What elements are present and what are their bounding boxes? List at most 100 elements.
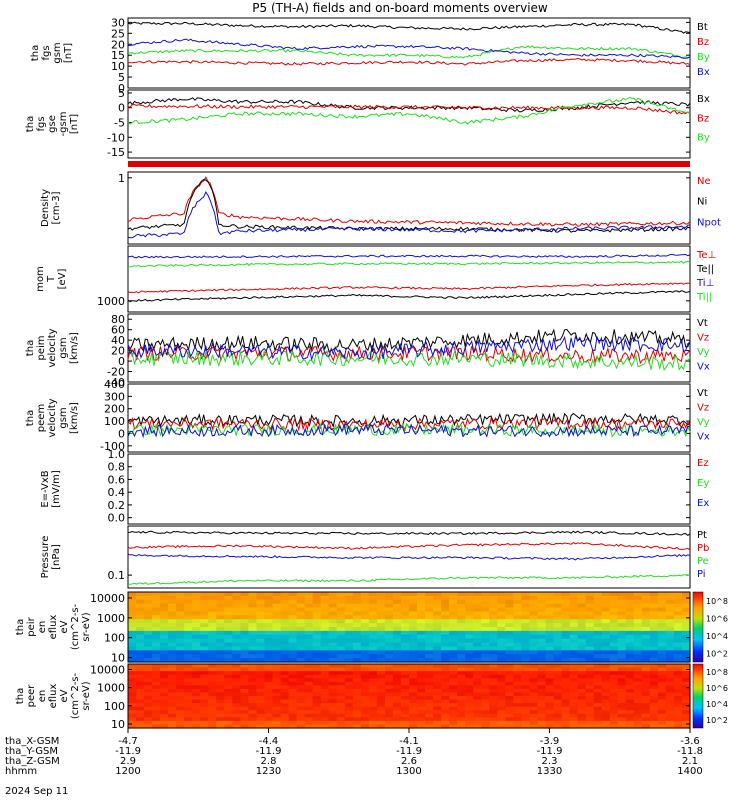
- heatmap-cell: [641, 611, 651, 616]
- heatmap-cell: [296, 646, 306, 651]
- heatmap-cell: [200, 595, 209, 601]
- heatmap-cell: [561, 607, 571, 613]
- heatmap-cell: [585, 667, 595, 672]
- heatmap-cell: [617, 717, 627, 722]
- heatmap-cell: [449, 720, 458, 726]
- heatmap-cell: [160, 646, 169, 651]
- heatmap-cell: [657, 654, 667, 659]
- heatmap-cell: [216, 634, 225, 640]
- heatmap-cell: [681, 630, 691, 636]
- heatmap-cell: [168, 667, 177, 672]
- heatmap-cell: [392, 674, 402, 679]
- heatmap-cell: [545, 615, 555, 620]
- heatmap-cell: [296, 623, 306, 628]
- heatmap-cell: [224, 595, 233, 601]
- heatmap-cell: [497, 638, 506, 644]
- heatmap-cell: [128, 720, 137, 726]
- heatmap-cell: [240, 607, 250, 613]
- heatmap-cell: [665, 703, 675, 708]
- heatmap-cell: [489, 681, 498, 686]
- heatmap-cell: [441, 699, 450, 704]
- heatmap-cell: [152, 642, 161, 648]
- heatmap-cell: [641, 671, 651, 676]
- heatmap-cell: [400, 664, 410, 669]
- legend-label: By: [697, 52, 710, 63]
- heatmap-cell: [248, 615, 258, 620]
- heatmap-cell: [577, 688, 587, 694]
- heatmap-cell: [681, 592, 691, 597]
- heatmap-cell: [449, 699, 458, 704]
- heatmap-cell: [417, 619, 426, 624]
- y-axis-label: gsm: [58, 407, 69, 428]
- heatmap-cell: [649, 658, 659, 663]
- heatmap-cell: [513, 599, 522, 605]
- heatmap-cell: [529, 627, 539, 632]
- heatmap-cell: [296, 595, 306, 601]
- panel-frame: [127, 245, 691, 313]
- heatmap-cell: [465, 699, 474, 704]
- heatmap-cell: [409, 696, 418, 701]
- heatmap-cell: [232, 619, 241, 624]
- heatmap-cell: [681, 717, 691, 722]
- heatmap-cell: [641, 713, 651, 718]
- heatmap-cell: [545, 671, 555, 676]
- y-tick-label: 1000: [97, 295, 125, 308]
- heatmap-cell: [449, 703, 458, 708]
- heatmap-cell: [657, 627, 667, 632]
- heatmap-cell: [449, 615, 458, 620]
- heatmap-cell: [168, 634, 177, 640]
- heatmap-cell: [441, 595, 450, 601]
- heatmap-cell: [473, 611, 482, 616]
- heatmap-cell: [529, 638, 539, 644]
- heatmap-cell: [465, 671, 474, 676]
- heatmap-cell: [272, 634, 282, 640]
- heatmap-cell: [232, 699, 241, 704]
- x-tick-label: -11.9: [256, 746, 282, 757]
- heatmap-cell: [545, 706, 555, 711]
- heatmap-cell: [521, 699, 531, 704]
- heatmap-cell: [384, 650, 394, 655]
- heatmap-cell: [304, 717, 314, 722]
- heatmap-cell: [505, 671, 514, 676]
- heatmap-cell: [609, 607, 619, 613]
- heatmap-cell: [433, 710, 442, 715]
- heatmap-cell: [152, 699, 161, 704]
- y-tick-label: 300: [104, 390, 125, 403]
- heatmap-cell: [192, 623, 201, 628]
- heatmap-cell: [473, 615, 482, 620]
- heatmap-cell: [320, 713, 330, 718]
- heatmap-cell: [681, 720, 691, 726]
- heatmap-cell: [280, 599, 290, 605]
- heatmap-cell: [240, 703, 250, 708]
- y-tick-label: -100: [100, 440, 125, 453]
- heatmap-cell: [272, 696, 282, 701]
- heatmap-cell: [593, 664, 603, 669]
- y-tick-label: 0: [118, 82, 125, 95]
- heatmap-cell: [328, 688, 338, 694]
- heatmap-cell: [384, 688, 394, 694]
- heatmap-cell: [473, 642, 482, 648]
- heatmap-cell: [240, 685, 250, 690]
- heatmap-cell: [312, 674, 322, 679]
- heatmap-cell: [609, 599, 619, 605]
- heatmap-cell: [280, 717, 290, 722]
- heatmap-cell: [344, 607, 354, 613]
- heatmap-cell: [264, 603, 274, 609]
- heatmap-cell: [144, 603, 153, 609]
- heatmap-cell: [425, 619, 434, 624]
- heatmap-cell: [649, 615, 659, 620]
- heatmap-cell: [344, 615, 354, 620]
- heatmap-cell: [336, 713, 346, 718]
- heatmap-cell: [160, 706, 169, 711]
- heatmap-cell: [344, 638, 354, 644]
- heatmap-cell: [657, 658, 667, 663]
- heatmap-cell: [633, 703, 643, 708]
- heatmap-cell: [320, 615, 330, 620]
- heatmap-cell: [224, 634, 233, 640]
- heatmap-cell: [545, 599, 555, 605]
- heatmap-cell: [673, 667, 683, 672]
- heatmap-cell: [168, 615, 177, 620]
- heatmap-cell: [497, 650, 506, 655]
- heatmap-cell: [497, 607, 506, 613]
